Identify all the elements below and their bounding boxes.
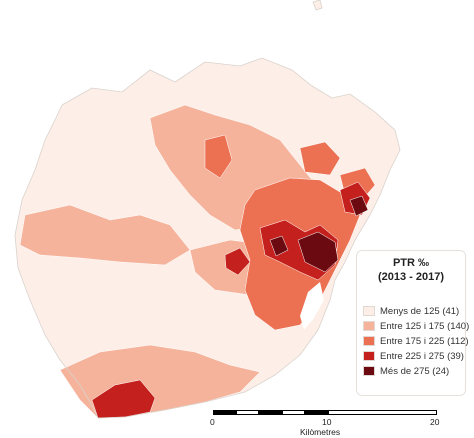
map-legend: PTR ‰ (2013 - 2017) Menys de 125 (41) En… [356, 250, 469, 396]
legend-item-label: Entre 125 i 175 (140) [380, 320, 470, 332]
islet [312, 0, 323, 11]
map-region-orange-west [204, 134, 233, 179]
map-region-red-west [224, 247, 251, 276]
scale-tick-label: 0 [210, 417, 215, 427]
legend-item-4: Entre 225 i 275 (39) [363, 350, 464, 362]
legend-item-2: Entre 125 i 175 (140) [363, 320, 469, 332]
scale-segment [328, 410, 437, 415]
legend-swatch [363, 366, 375, 376]
legend-item-label: Entre 175 i 225 (112) [380, 335, 469, 347]
scale-segment [259, 410, 282, 415]
map-region-darkest-core [297, 231, 339, 273]
scale-tick-label: 20 [430, 417, 440, 427]
legend-subtitle: (2013 - 2017) [377, 271, 445, 283]
coast-outline [14, 57, 401, 419]
scale-segment [305, 410, 328, 415]
scale-unit-label: Kilòmetres [300, 427, 341, 437]
scale-bar: 0 10 20 Kilòmetres [210, 407, 440, 437]
legend-item-label: Menys de 125 (41) [380, 305, 460, 317]
legend-item-5: Més de 275 (24) [363, 365, 449, 377]
legend-title: PTR ‰ [392, 257, 430, 269]
legend-item-3: Entre 175 i 225 (112) [363, 335, 469, 347]
legend-item-label: Entre 225 i 275 (39) [380, 350, 464, 362]
scale-tick-label: 10 [322, 417, 332, 427]
legend-swatch [363, 351, 375, 361]
map-region-salmon-west [19, 204, 191, 266]
legend-item-label: Més de 275 (24) [380, 365, 450, 377]
scale-segment [213, 410, 236, 415]
legend-item-1: Menys de 125 (41) [363, 305, 459, 317]
scale-segment [282, 410, 305, 415]
map-region-darkest-west [269, 235, 289, 257]
legend-swatch [363, 306, 375, 316]
port-feature [300, 282, 324, 330]
legend-swatch [363, 321, 375, 331]
legend-swatch [363, 336, 375, 346]
map-region-orange-north [299, 141, 341, 176]
scale-segment [236, 410, 259, 415]
map-region-darkest-east [349, 195, 369, 217]
